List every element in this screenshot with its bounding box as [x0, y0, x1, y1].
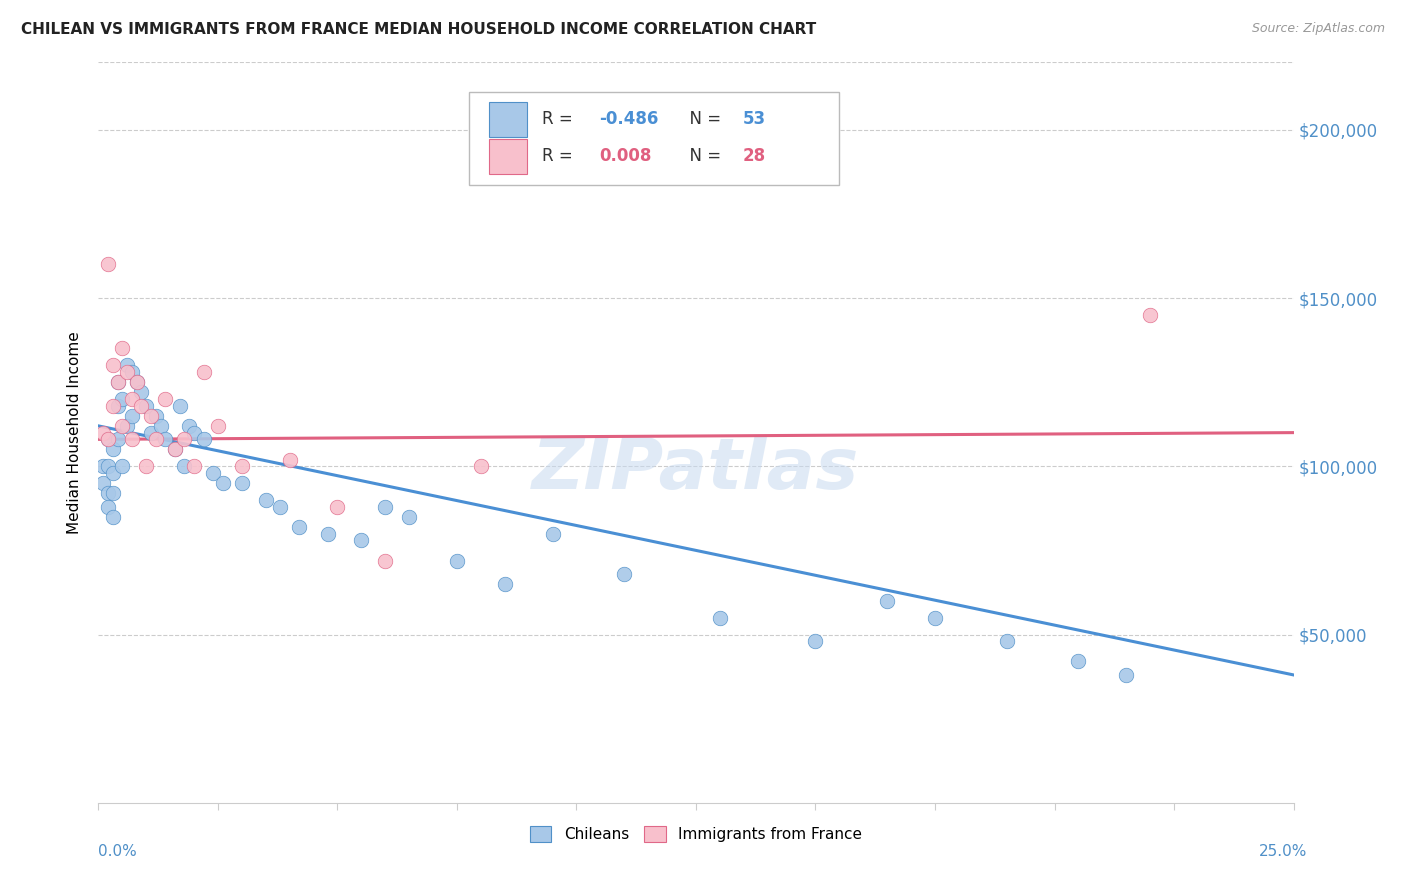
- FancyBboxPatch shape: [489, 138, 527, 174]
- Point: [145, 409, 167, 423]
- Text: R =: R =: [541, 111, 578, 128]
- Point: [1067, 655, 1090, 669]
- Point: [470, 459, 492, 474]
- Point: [193, 433, 215, 447]
- Point: [231, 476, 253, 491]
- Point: [101, 509, 124, 524]
- Text: R =: R =: [541, 147, 578, 165]
- Text: 0.0%: 0.0%: [98, 845, 138, 859]
- Point: [91, 425, 114, 440]
- Point: [101, 486, 124, 500]
- Point: [876, 594, 898, 608]
- Text: N =: N =: [679, 111, 727, 128]
- Point: [121, 392, 143, 406]
- Point: [207, 418, 229, 433]
- FancyBboxPatch shape: [470, 92, 839, 185]
- Point: [101, 442, 124, 457]
- Point: [91, 476, 114, 491]
- Point: [211, 476, 233, 491]
- Point: [179, 418, 201, 433]
- Point: [155, 433, 177, 447]
- Point: [97, 486, 120, 500]
- Point: [121, 365, 143, 379]
- Point: [374, 500, 396, 514]
- Point: [709, 610, 731, 624]
- Point: [995, 634, 1018, 648]
- Point: [163, 442, 186, 457]
- Point: [111, 342, 134, 356]
- Point: [924, 610, 946, 624]
- Point: [115, 365, 138, 379]
- Text: 0.008: 0.008: [599, 147, 651, 165]
- Point: [155, 392, 177, 406]
- Point: [97, 433, 120, 447]
- Point: [231, 459, 253, 474]
- Point: [446, 553, 468, 567]
- Point: [115, 359, 138, 373]
- Point: [125, 375, 148, 389]
- Point: [169, 399, 191, 413]
- Point: [121, 433, 143, 447]
- Point: [97, 257, 120, 271]
- Text: 25.0%: 25.0%: [1260, 845, 1308, 859]
- Point: [107, 433, 129, 447]
- Point: [135, 399, 157, 413]
- Point: [115, 418, 138, 433]
- Point: [97, 459, 120, 474]
- Point: [125, 375, 148, 389]
- Point: [173, 459, 195, 474]
- Legend: Chileans, Immigrants from France: Chileans, Immigrants from France: [524, 821, 868, 848]
- Text: 28: 28: [742, 147, 766, 165]
- Point: [269, 500, 291, 514]
- Point: [101, 399, 124, 413]
- Point: [350, 533, 373, 548]
- Point: [183, 425, 205, 440]
- Point: [288, 520, 311, 534]
- Point: [111, 459, 134, 474]
- Point: [254, 492, 277, 507]
- Point: [541, 526, 564, 541]
- Text: -0.486: -0.486: [599, 111, 658, 128]
- Point: [183, 459, 205, 474]
- Point: [101, 466, 124, 480]
- Point: [494, 577, 516, 591]
- Point: [131, 399, 153, 413]
- Text: 53: 53: [742, 111, 766, 128]
- Text: Source: ZipAtlas.com: Source: ZipAtlas.com: [1251, 22, 1385, 36]
- Point: [316, 526, 339, 541]
- Point: [374, 553, 396, 567]
- Point: [1115, 668, 1137, 682]
- FancyBboxPatch shape: [489, 102, 527, 137]
- Point: [131, 385, 153, 400]
- Point: [804, 634, 827, 648]
- Point: [173, 433, 195, 447]
- Point: [121, 409, 143, 423]
- Point: [111, 392, 134, 406]
- Point: [101, 359, 124, 373]
- Point: [1139, 308, 1161, 322]
- Point: [97, 433, 120, 447]
- Text: ZIPatlas: ZIPatlas: [533, 435, 859, 504]
- Point: [139, 425, 162, 440]
- Text: CHILEAN VS IMMIGRANTS FROM FRANCE MEDIAN HOUSEHOLD INCOME CORRELATION CHART: CHILEAN VS IMMIGRANTS FROM FRANCE MEDIAN…: [21, 22, 817, 37]
- Point: [398, 509, 420, 524]
- Point: [163, 442, 186, 457]
- Point: [139, 409, 162, 423]
- Text: N =: N =: [679, 147, 727, 165]
- Point: [193, 365, 215, 379]
- Point: [111, 418, 134, 433]
- Point: [107, 399, 129, 413]
- Point: [135, 459, 157, 474]
- Point: [145, 433, 167, 447]
- Point: [278, 452, 301, 467]
- Y-axis label: Median Household Income: Median Household Income: [67, 331, 83, 534]
- Point: [326, 500, 349, 514]
- Point: [107, 375, 129, 389]
- Point: [613, 566, 636, 581]
- Point: [107, 375, 129, 389]
- Point: [202, 466, 225, 480]
- Point: [149, 418, 172, 433]
- Point: [91, 459, 114, 474]
- Point: [97, 500, 120, 514]
